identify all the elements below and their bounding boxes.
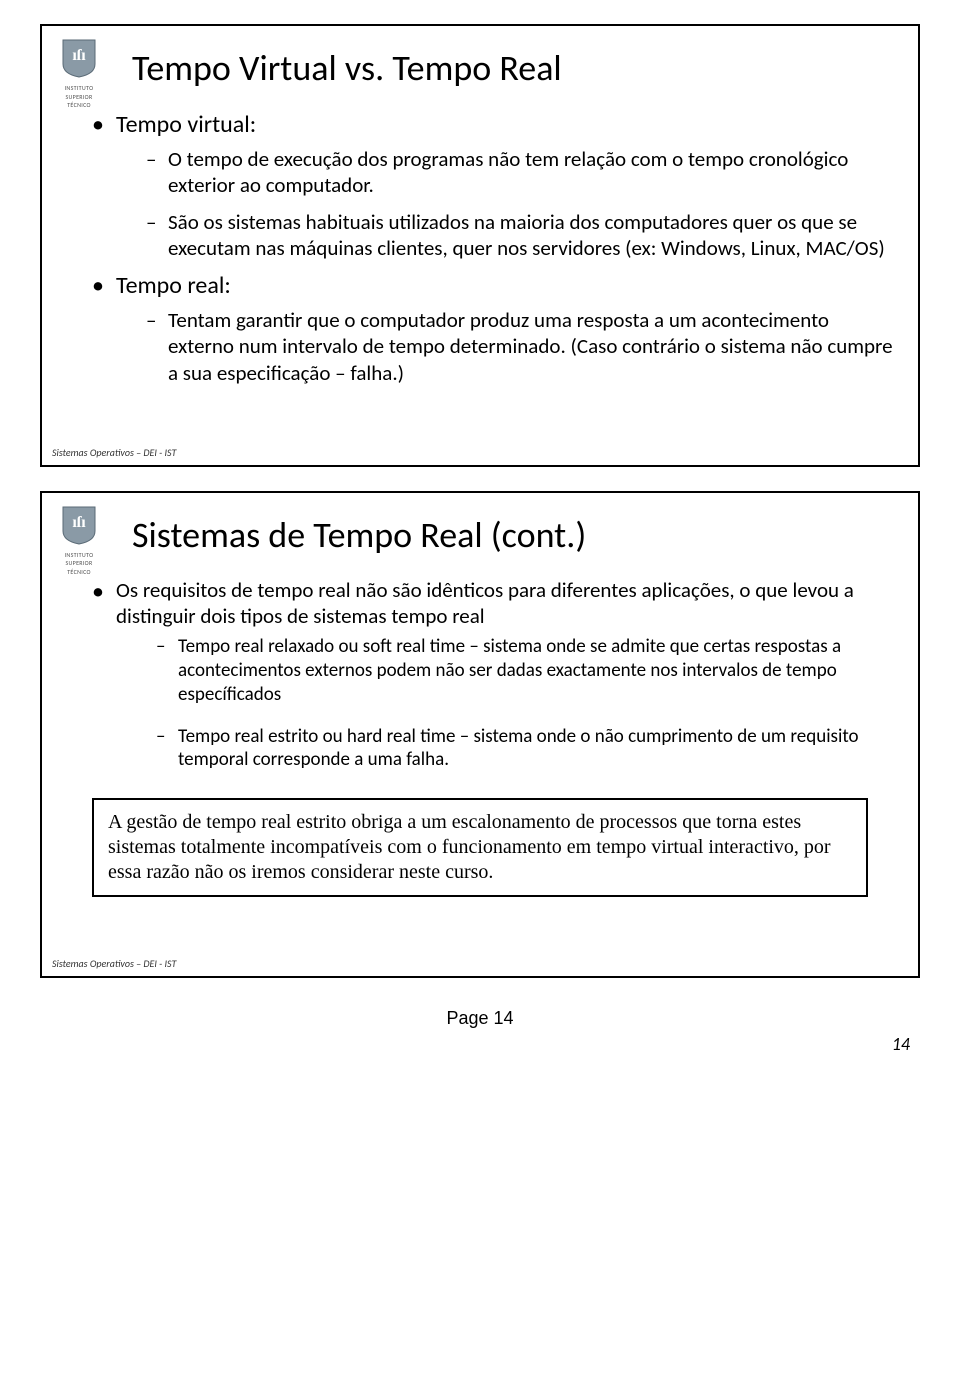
slide-2-body: Sistemas de Tempo Real (cont.) Os requis… [42,493,918,927]
logo-text-2: SUPERIOR [54,560,104,567]
slide-1-title: Tempo Virtual vs. Tempo Real [132,46,898,90]
sub-list: Tempo real relaxado ou soft real time – … [116,635,898,772]
slide-2-footer: Sistemas Operativos – DEI - IST [42,927,918,976]
bullet-tempo-virtual: Tempo virtual: O tempo de execução dos p… [92,110,898,261]
logo-text-3: TÉCNICO [54,102,104,109]
slide-1: ıſı INSTITUTO SUPERIOR TÉCNICO Tempo Vir… [40,24,920,467]
logo-text-2: SUPERIOR [54,94,104,101]
svg-text:ıſı: ıſı [72,514,86,531]
sub-bullet: Tempo real estrito ou hard real time – s… [156,725,898,773]
slide-1-body: Tempo Virtual vs. Tempo Real Tempo virtu… [42,26,918,416]
sub-list: Tentam garantir que o computador produz … [116,307,898,386]
slide-2-list: Os requisitos de tempo real não são idên… [62,577,898,772]
shield-icon: ıſı [61,505,97,545]
institution-logo: ıſı INSTITUTO SUPERIOR TÉCNICO [54,38,104,109]
logo-text-1: INSTITUTO [54,552,104,559]
bullet-tempo-real: Tempo real: Tentam garantir que o comput… [92,271,898,386]
slide-2-title: Sistemas de Tempo Real (cont.) [132,513,898,557]
callout-box: A gestão de tempo real estrito obriga a … [92,798,868,897]
bullet-requisitos: Os requisitos de tempo real não são idên… [92,577,898,772]
sub-bullet: Tempo real relaxado ou soft real time – … [156,635,898,706]
shield-icon: ıſı [61,38,97,78]
sub-bullet: Tentam garantir que o computador produz … [146,307,898,386]
svg-text:ıſı: ıſı [72,47,86,64]
bullet-text: Os requisitos de tempo real não são idên… [116,577,854,629]
bullet-text: Tempo real: [116,271,231,300]
page-number: 14 [892,1033,910,1055]
page-number-container: 14 [40,1033,920,1053]
sub-bullet: São os sistemas habituais utilizados na … [146,209,898,262]
slide-2: ıſı INSTITUTO SUPERIOR TÉCNICO Sistemas … [40,491,920,978]
sub-bullet: O tempo de execução dos programas não te… [146,146,898,199]
slide-1-footer: Sistemas Operativos – DEI - IST [42,416,918,465]
logo-text-1: INSTITUTO [54,85,104,92]
logo-text-3: TÉCNICO [54,569,104,576]
institution-logo: ıſı INSTITUTO SUPERIOR TÉCNICO [54,505,104,576]
sub-list: O tempo de execução dos programas não te… [116,146,898,261]
bullet-text: Tempo virtual: [116,110,256,139]
slide-1-list: Tempo virtual: O tempo de execução dos p… [62,110,898,386]
page-label: Page 14 [0,1008,960,1029]
